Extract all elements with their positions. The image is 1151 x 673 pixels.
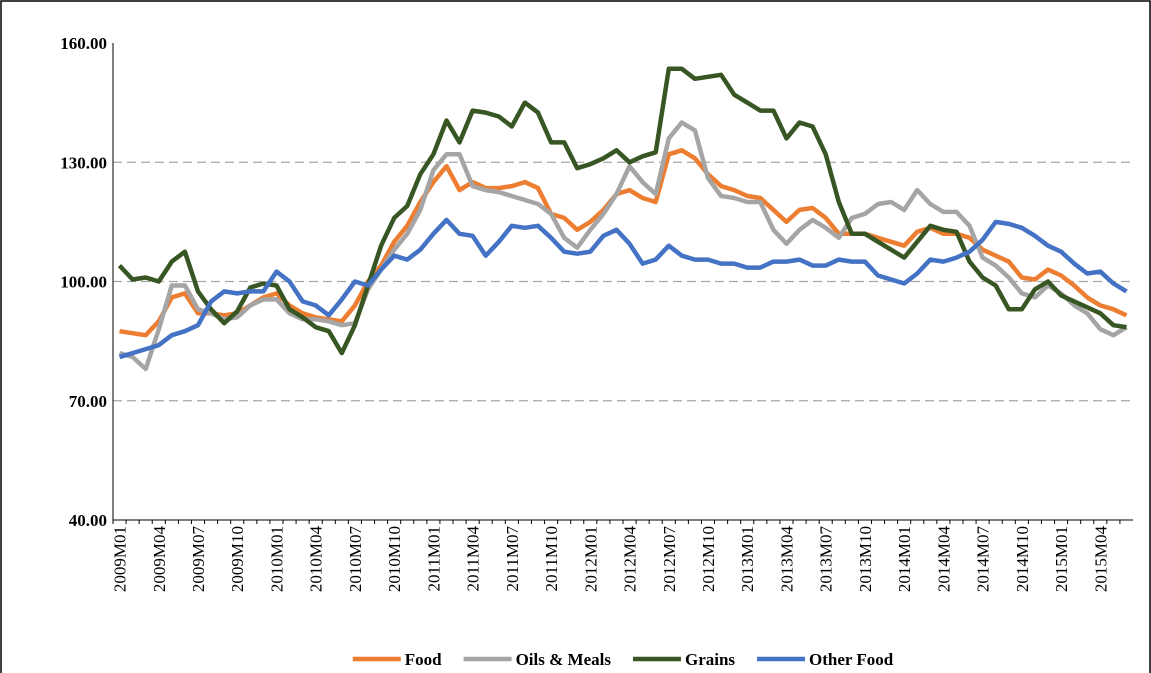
- x-tick-label: 2013M01: [738, 526, 757, 592]
- x-tick-label: 2010M10: [385, 526, 404, 592]
- x-tick-label: 2015M01: [1052, 526, 1071, 592]
- x-tick-label: 2011M10: [542, 526, 561, 592]
- legend-label: Grains: [685, 650, 735, 669]
- x-tick-label: 2012M07: [660, 526, 679, 593]
- y-tick-label: 130.00: [60, 153, 107, 172]
- x-tick-label: 2009M07: [189, 526, 208, 593]
- legend-label: Food: [405, 650, 442, 669]
- x-tick-label: 2013M07: [817, 526, 836, 593]
- x-tick-label: 2010M07: [346, 526, 365, 593]
- x-tick-label: 2014M04: [934, 526, 953, 593]
- x-tick-label: 2014M10: [1013, 526, 1032, 592]
- series-line: [117, 66, 1127, 356]
- series-line: [118, 217, 1128, 360]
- x-tick-label: 2011M01: [424, 526, 443, 592]
- x-tick-label: 2012M04: [621, 526, 640, 593]
- x-tick-label: 2015M04: [1091, 526, 1110, 593]
- x-tick-label: 2013M10: [856, 526, 875, 592]
- x-tick-label: 2009M10: [228, 526, 247, 592]
- y-tick-label: 70.00: [69, 392, 107, 411]
- x-tick-label: 2012M01: [581, 526, 600, 592]
- y-tick-label: 100.00: [60, 273, 107, 292]
- x-tick-label: 2010M01: [267, 526, 286, 592]
- x-tick-label: 2009M04: [150, 526, 169, 593]
- y-tick-label: 40.00: [69, 511, 107, 530]
- x-tick-label: 2014M01: [895, 526, 914, 592]
- x-tick-label: 2009M01: [111, 526, 130, 592]
- legend-label: Other Food: [809, 650, 894, 669]
- legend-label: Oils & Meals: [516, 650, 612, 669]
- series-line: [118, 120, 1128, 372]
- x-tick-label: 2012M10: [699, 526, 718, 592]
- y-tick-label: 160.00: [60, 34, 107, 53]
- x-tick-label: 2014M07: [974, 526, 993, 593]
- x-tick-label: 2011M04: [464, 526, 483, 592]
- x-tick-label: 2013M04: [777, 526, 796, 593]
- x-tick-label: 2010M04: [307, 526, 326, 593]
- x-tick-label: 2011M07: [503, 526, 522, 592]
